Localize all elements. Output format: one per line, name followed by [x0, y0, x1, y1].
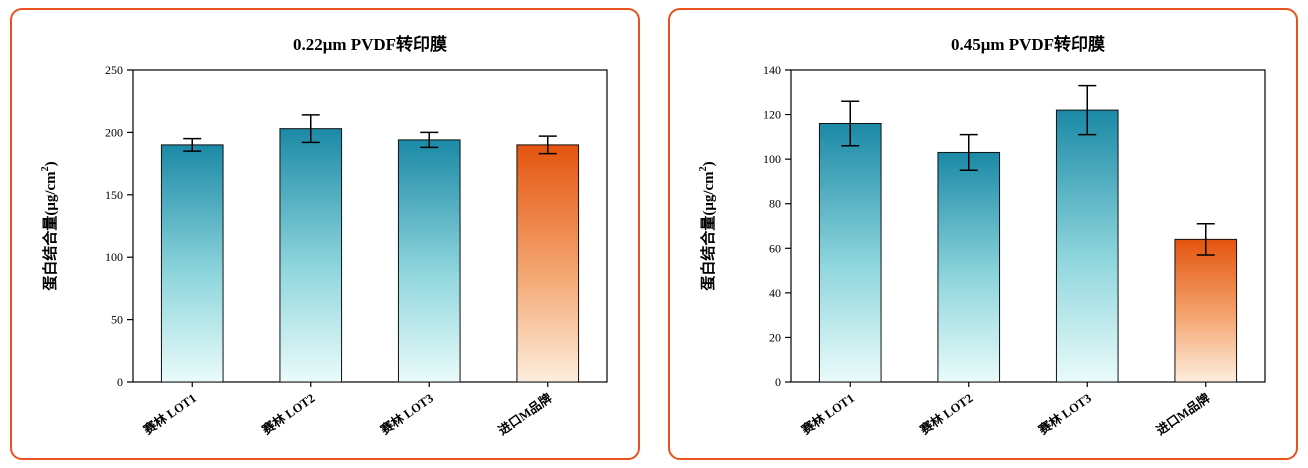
- bar: [1055, 109, 1119, 383]
- bar: [279, 128, 343, 383]
- plot-frame: [132, 69, 608, 383]
- y-axis-label: 蛋白结合量(μg/cm2): [40, 161, 59, 290]
- y-tick-label: 100: [763, 152, 781, 166]
- bar: [937, 151, 1001, 383]
- y-tick-label: 120: [763, 108, 781, 122]
- x-tick-label: 赛林 LOT2: [258, 390, 317, 438]
- y-tick-label: 80: [769, 197, 781, 211]
- bar: [160, 144, 224, 383]
- y-tick-label: 140: [763, 63, 781, 77]
- x-tick-label: 赛林 LOT1: [798, 390, 857, 438]
- y-tick-label: 200: [105, 125, 123, 139]
- bar: [818, 122, 882, 383]
- bar-chart-0.45um: 0 20 40 60 80 100 120 140 赛林 LOT1 赛林 LOT2 赛林 LOT3 进…: [698, 34, 1266, 438]
- bar: [1174, 238, 1238, 383]
- y-tick-label: 60: [769, 241, 781, 255]
- x-tick-label: 进口M品牌: [1153, 390, 1213, 438]
- y-tick-label: 0: [117, 375, 123, 389]
- chart-panel-0.45um: 0 20 40 60 80 100 120 140 赛林 LOT1 赛林 LOT2 赛林 LOT3 进…: [668, 8, 1298, 460]
- x-tick-label: 赛林 LOT3: [1035, 390, 1094, 438]
- y-tick-label: 0: [775, 375, 781, 389]
- y-tick-label: 50: [111, 313, 123, 327]
- y-tick-label: 150: [105, 188, 123, 202]
- chart-panel-0.22um: 0 50 100 150 200 250 赛林 LOT1 赛林 LOT2 赛林 LOT3 进口M品…: [10, 8, 640, 460]
- chart-title: 0.22μm PVDF转印膜: [293, 34, 447, 54]
- x-tick-label: 进口M品牌: [495, 390, 555, 438]
- bar-chart-0.22um: 0 50 100 150 200 250 赛林 LOT1 赛林 LOT2 赛林 LOT3 进口M品…: [40, 34, 608, 438]
- y-tick-label: 40: [769, 286, 781, 300]
- y-tick-label: 100: [105, 250, 123, 264]
- chart-title: 0.45μm PVDF转印膜: [951, 34, 1105, 54]
- y-tick-label: 20: [769, 330, 781, 344]
- x-tick-label: 赛林 LOT1: [140, 390, 199, 438]
- bar: [516, 144, 580, 383]
- x-tick-label: 赛林 LOT3: [377, 390, 436, 438]
- y-axis-label: 蛋白结合量(μg/cm2): [698, 161, 717, 290]
- x-tick-label: 赛林 LOT2: [916, 390, 975, 438]
- plot-frame: [790, 69, 1266, 383]
- y-tick-label: 250: [105, 63, 123, 77]
- bar: [397, 139, 461, 383]
